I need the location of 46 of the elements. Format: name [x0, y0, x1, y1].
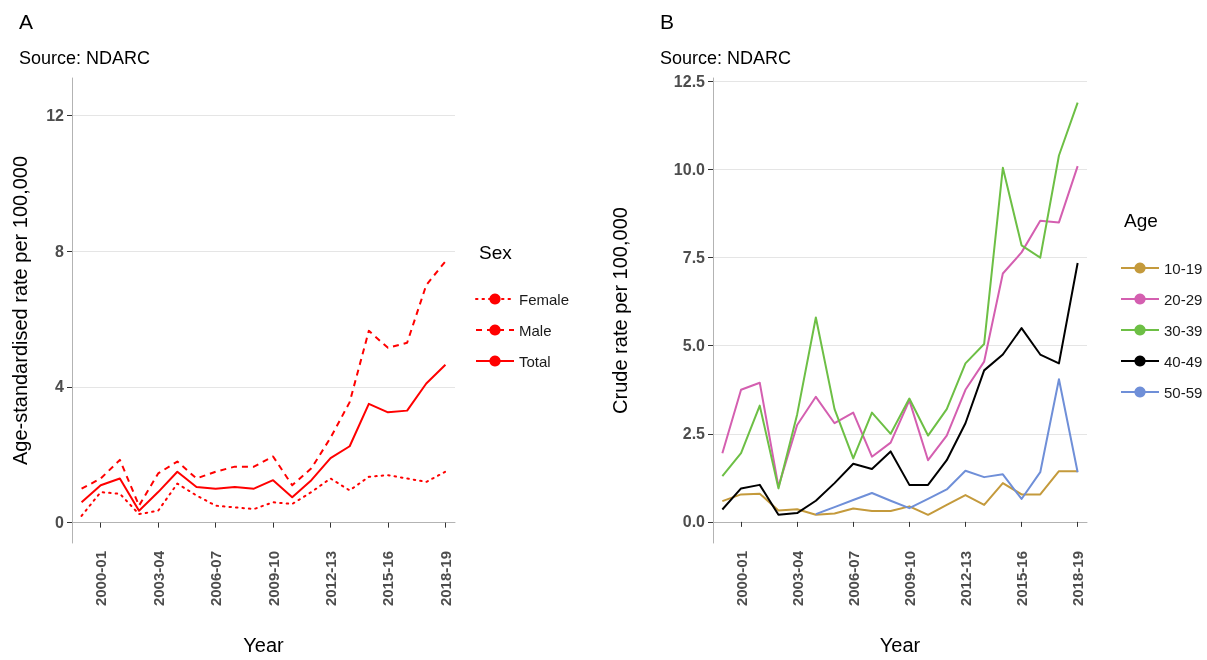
chart-subtitle: Source: NDARC — [660, 48, 792, 68]
y-tick-label: 0 — [55, 514, 65, 532]
x-tick-label: 2015-16 — [379, 551, 397, 607]
x-tick-label: 2006-07 — [844, 551, 862, 607]
y-tick-label: 7.5 — [682, 249, 706, 267]
legend-label: 20-29 — [1164, 290, 1203, 308]
x-tick-label: 2003-04 — [149, 550, 167, 607]
x-tick-label: 2018-19 — [1069, 551, 1087, 607]
y-tick-label: 5.0 — [682, 337, 706, 355]
y-tick-label: 8 — [55, 242, 65, 260]
x-tick-label: 2018-19 — [436, 551, 454, 607]
y-tick-label: 4 — [55, 378, 65, 396]
x-tick-label: 2000-01 — [732, 551, 750, 607]
x-axis-title: Year — [243, 634, 285, 656]
line-series — [721, 101, 1079, 490]
legend-label: Female — [519, 290, 570, 308]
legend-title: Sex — [479, 242, 513, 263]
legend-label: Total — [519, 352, 551, 370]
line-series — [721, 261, 1079, 516]
x-tick-label: 2000-01 — [92, 551, 110, 607]
x-tick-label: 2009-10 — [900, 551, 918, 607]
x-tick-label: 2006-07 — [207, 551, 225, 607]
y-tick-label: 2.5 — [682, 425, 706, 443]
y-tick-label: 10.0 — [673, 161, 706, 179]
chart-subtitle: Source: NDARC — [19, 48, 151, 68]
x-axis-title: Year — [879, 634, 921, 656]
y-tick-label: 12.5 — [673, 73, 706, 91]
chart-title: B — [660, 10, 675, 33]
legend-label: 10-19 — [1164, 259, 1203, 277]
x-tick-label: 2012-13 — [956, 551, 974, 607]
y-tick-label: 0.0 — [682, 513, 706, 531]
chart-title: A — [19, 10, 34, 33]
y-tick-label: 12 — [46, 106, 65, 124]
y-axis-title: Age-standardised rate per 100,000 — [9, 155, 31, 466]
x-tick-label: 2009-10 — [264, 551, 282, 607]
x-tick-label: 2012-13 — [322, 551, 340, 607]
legend-label: 50-59 — [1164, 383, 1203, 401]
legend-title: Age — [1124, 210, 1158, 231]
line-series — [814, 378, 1079, 516]
line-series — [721, 470, 1079, 516]
x-tick-label: 2015-16 — [1013, 551, 1031, 607]
legend-label: Male — [519, 321, 552, 339]
legend-label: 40-49 — [1164, 352, 1203, 370]
y-axis-title: Crude rate per 100,000 — [609, 207, 631, 414]
x-tick-label: 2003-04 — [788, 550, 806, 607]
legend-label: 30-39 — [1164, 321, 1203, 339]
